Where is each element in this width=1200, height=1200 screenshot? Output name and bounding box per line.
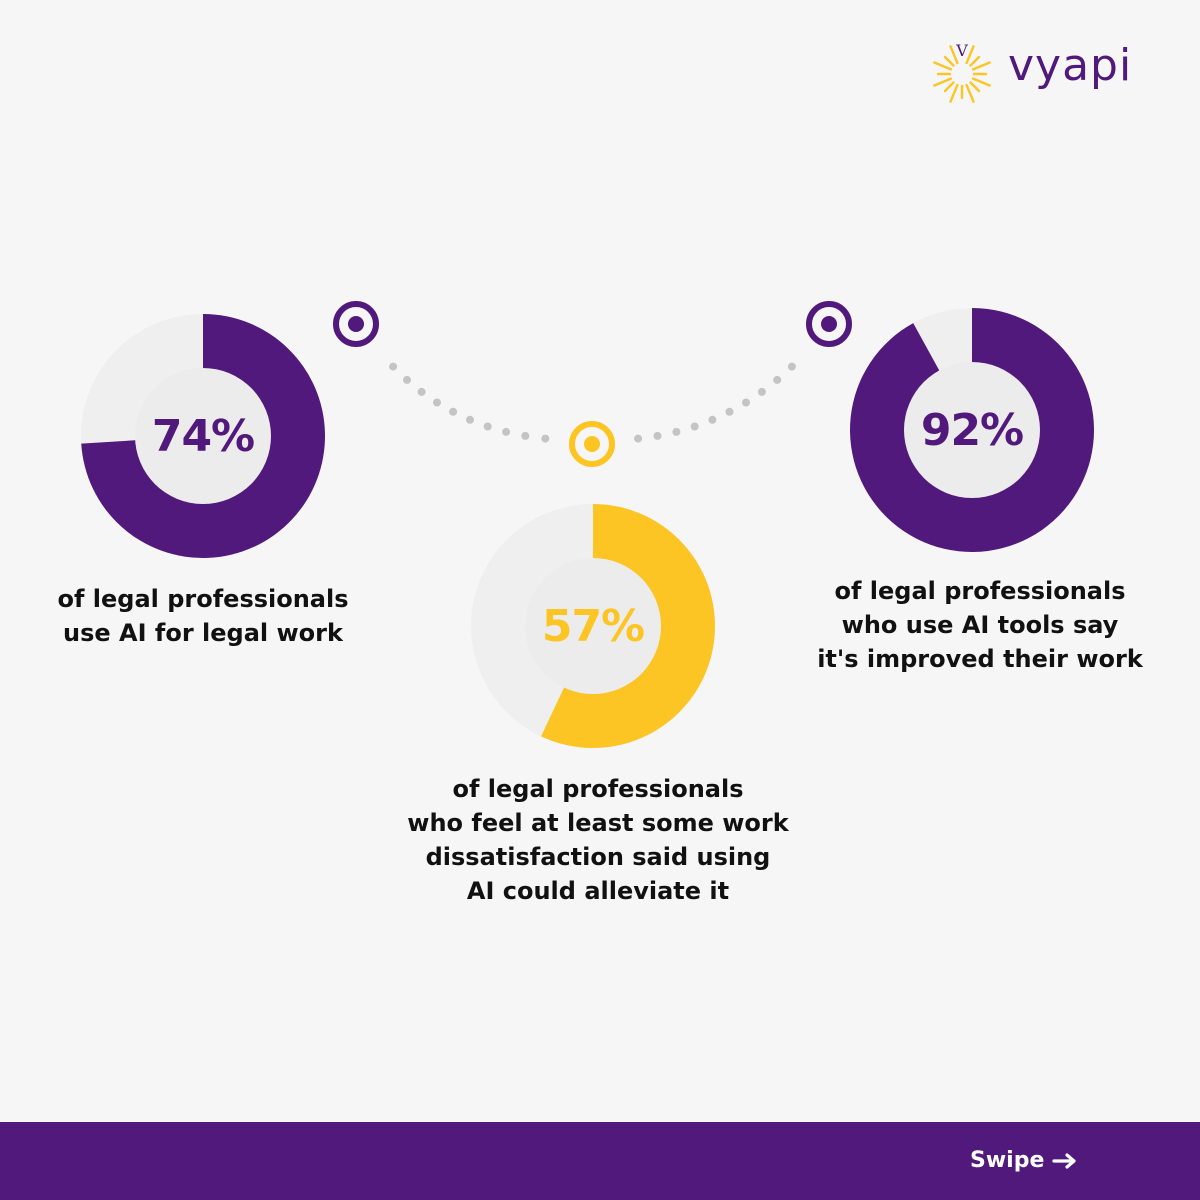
sunburst-ray (949, 45, 959, 65)
caption-3: of legal professionals who use AI tools … (790, 574, 1170, 676)
connector-dot (483, 422, 492, 431)
donut-chart-2: 57% (471, 504, 715, 748)
caption-1-line-2: use AI for legal work (63, 619, 343, 647)
donut-value-label-2: 57% (541, 600, 645, 652)
donut-chart-1: 74% (81, 314, 325, 558)
sunburst-ray (971, 77, 991, 87)
connector-dot (449, 407, 458, 416)
connector-dot (787, 362, 796, 371)
sunburst-ray (965, 83, 975, 103)
connector-dot (541, 434, 550, 443)
caption-1: of legal professionals use AI for legal … (28, 582, 378, 650)
connector-dot (742, 398, 750, 407)
target-marker-right-icon (806, 301, 852, 347)
connector-dot (634, 434, 643, 443)
brand-logo: V vyapi (924, 34, 1154, 110)
donut-center (525, 558, 661, 694)
connector-dot (389, 362, 398, 371)
target-marker-left-icon (333, 301, 379, 347)
connector-dot (417, 387, 426, 396)
sunburst-ray (933, 61, 953, 71)
logo-mark-letter: V (955, 41, 968, 60)
caption-2-line-1: of legal professionals (452, 775, 744, 803)
sunburst-ray (949, 83, 959, 103)
sunburst-icon: V (933, 41, 991, 103)
connector-dot (690, 422, 699, 431)
connector-dot (653, 431, 662, 440)
target-marker-center-icon (569, 421, 615, 467)
caption-3-line-3: it's improved their work (817, 645, 1143, 673)
donut-chart-3: 92% (850, 308, 1095, 552)
donut-center (135, 368, 271, 504)
connector-dot (403, 375, 411, 384)
swipe-label: Swipe (970, 1148, 1045, 1173)
sunburst-ray (965, 45, 975, 65)
sunburst-ray (969, 55, 981, 67)
connector-dot (708, 415, 717, 424)
sunburst-ray (971, 61, 991, 71)
sunburst-ray (933, 77, 953, 87)
connector-dot (672, 427, 681, 436)
caption-2-line-3: dissatisfaction said using (425, 843, 771, 871)
arrow-right-icon (1052, 1152, 1076, 1169)
sunburst-ray (943, 81, 955, 93)
caption-3-line-2: who use AI tools say (841, 611, 1119, 639)
connector-dot (502, 427, 511, 436)
connector-dot (773, 375, 782, 384)
caption-2-line-2: who feel at least some work (407, 809, 789, 837)
caption-3-line-1: of legal professionals (834, 577, 1126, 605)
sunburst-ray (943, 55, 955, 67)
caption-1-line-1: of legal professionals (57, 585, 349, 613)
caption-2-line-4: AI could alleviate it (466, 877, 730, 905)
swipe-button[interactable]: Swipe (970, 1148, 1078, 1173)
connector-path (333, 301, 852, 467)
donut-value-label-3: 92% (920, 404, 1024, 456)
footer-bar: Swipe (0, 1122, 1200, 1200)
donut-value-label-1: 74% (151, 410, 255, 462)
sunburst-ray (969, 81, 981, 93)
connector-dot (725, 407, 734, 416)
connector-dot (521, 431, 530, 440)
donut-center (904, 362, 1040, 498)
caption-2: of legal professionals who feel at least… (393, 772, 803, 908)
connector-dot (433, 398, 441, 407)
connector-dot (757, 387, 766, 396)
logo-wordmark: vyapi (1008, 40, 1133, 91)
connector-dot (466, 415, 474, 424)
